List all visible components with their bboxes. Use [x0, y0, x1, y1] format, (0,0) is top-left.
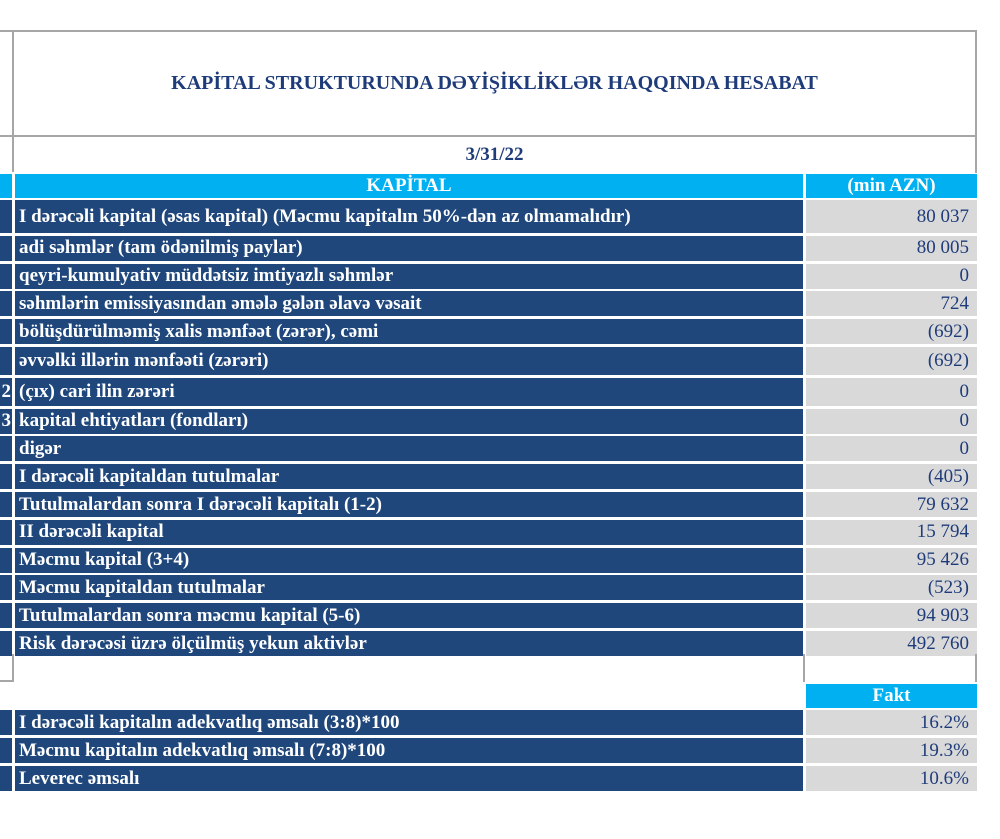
row-label: Tutulmalardan sonra məcmu kapital (5-6): [15, 603, 803, 629]
row-value: 0: [806, 436, 977, 462]
row-label: I dərəcəli kapitaldan tutulmalar: [15, 464, 803, 490]
blank-value-cell: [803, 654, 977, 682]
report-date: 3/31/22: [14, 135, 977, 173]
left-divider: [12, 30, 14, 172]
row-number: [0, 347, 12, 375]
row-value: 0: [806, 408, 977, 434]
row-number: [0, 631, 12, 656]
row-number: [0, 291, 12, 317]
row-number: [0, 575, 12, 601]
row-number: [0, 319, 12, 345]
row-number: [0, 492, 12, 517]
row-label: əvvəlki illərin mənfəəti (zərəri): [15, 347, 803, 375]
ratio-value: 19.3%: [806, 738, 977, 763]
row-number: 2: [0, 377, 12, 406]
row-label: səhmlərin emissiyasından əmələ gələn əla…: [15, 291, 803, 317]
row-label: Məcmu kapitaldan tutulmalar: [15, 575, 803, 601]
row-number: [0, 235, 12, 261]
top-border: [0, 30, 14, 32]
row-label: adi səhmlər (tam ödənilmiş paylar): [15, 235, 803, 261]
row-value: (405): [806, 464, 977, 490]
row-label: qeyri-kumulyativ müddətsiz imtiyazlı səh…: [15, 263, 803, 289]
ratio-label: Leverec əmsalı: [15, 766, 803, 791]
row-label: Məcmu kapital (3+4): [15, 547, 803, 573]
row-value: 94 903: [806, 603, 977, 629]
row-number: [0, 519, 12, 545]
row-number: 3: [0, 408, 12, 434]
row-label: (çıx) cari ilin zərəri: [15, 377, 803, 406]
ratio-label: Məcmu kapitalın adekvatlıq əmsalı (7:8)*…: [15, 738, 803, 763]
row-number: [0, 766, 12, 791]
row-number: [0, 710, 12, 735]
row-value: 724: [806, 291, 977, 317]
row-number: [0, 547, 12, 573]
row-number: [0, 200, 12, 233]
row-number: [0, 464, 12, 490]
header-unit: (min AZN): [806, 174, 977, 198]
fakt-header: Fakt: [806, 684, 977, 708]
date-row-border: [0, 135, 14, 137]
report-title: KAPİTAL STRUKTURUNDA DƏYİŞİKLİKLƏR HAQQI…: [14, 30, 977, 135]
row-value: 15 794: [806, 519, 977, 545]
row-value: 79 632: [806, 492, 977, 517]
row-number: [0, 603, 12, 629]
row-number: [0, 738, 12, 763]
ratio-value: 10.6%: [806, 766, 977, 791]
row-value: (523): [806, 575, 977, 601]
header-num-cell: [0, 174, 12, 198]
row-label: kapital ehtiyatları (fondları): [15, 408, 803, 434]
row-label: Risk dərəcəsi üzrə ölçülmüş yekun aktivl…: [15, 631, 803, 656]
row-label: Tutulmalardan sonra I dərəcəli kapitalı …: [15, 492, 803, 517]
row-value: 492 760: [806, 631, 977, 656]
row-value: 95 426: [806, 547, 977, 573]
ratio-value: 16.2%: [806, 710, 977, 735]
row-value: 0: [806, 263, 977, 289]
row-label: II dərəcəli kapital: [15, 519, 803, 545]
row-label: digər: [15, 436, 803, 462]
row-value: 80 037: [806, 200, 977, 233]
blank-row: [0, 654, 14, 682]
row-value: (692): [806, 319, 977, 345]
row-value: 0: [806, 377, 977, 406]
row-value: (692): [806, 347, 977, 375]
header-kapital: KAPİTAL: [15, 174, 803, 198]
row-label: I dərəcəli kapital (əsas kapital) (Məcmu…: [15, 200, 803, 233]
row-label: bölüşdürülməmiş xalis mənfəət (zərər), c…: [15, 319, 803, 345]
ratio-label: I dərəcəli kapitalın adekvatlıq əmsalı (…: [15, 710, 803, 735]
row-number: [0, 263, 12, 289]
row-number: [0, 436, 12, 462]
row-value: 80 005: [806, 235, 977, 261]
